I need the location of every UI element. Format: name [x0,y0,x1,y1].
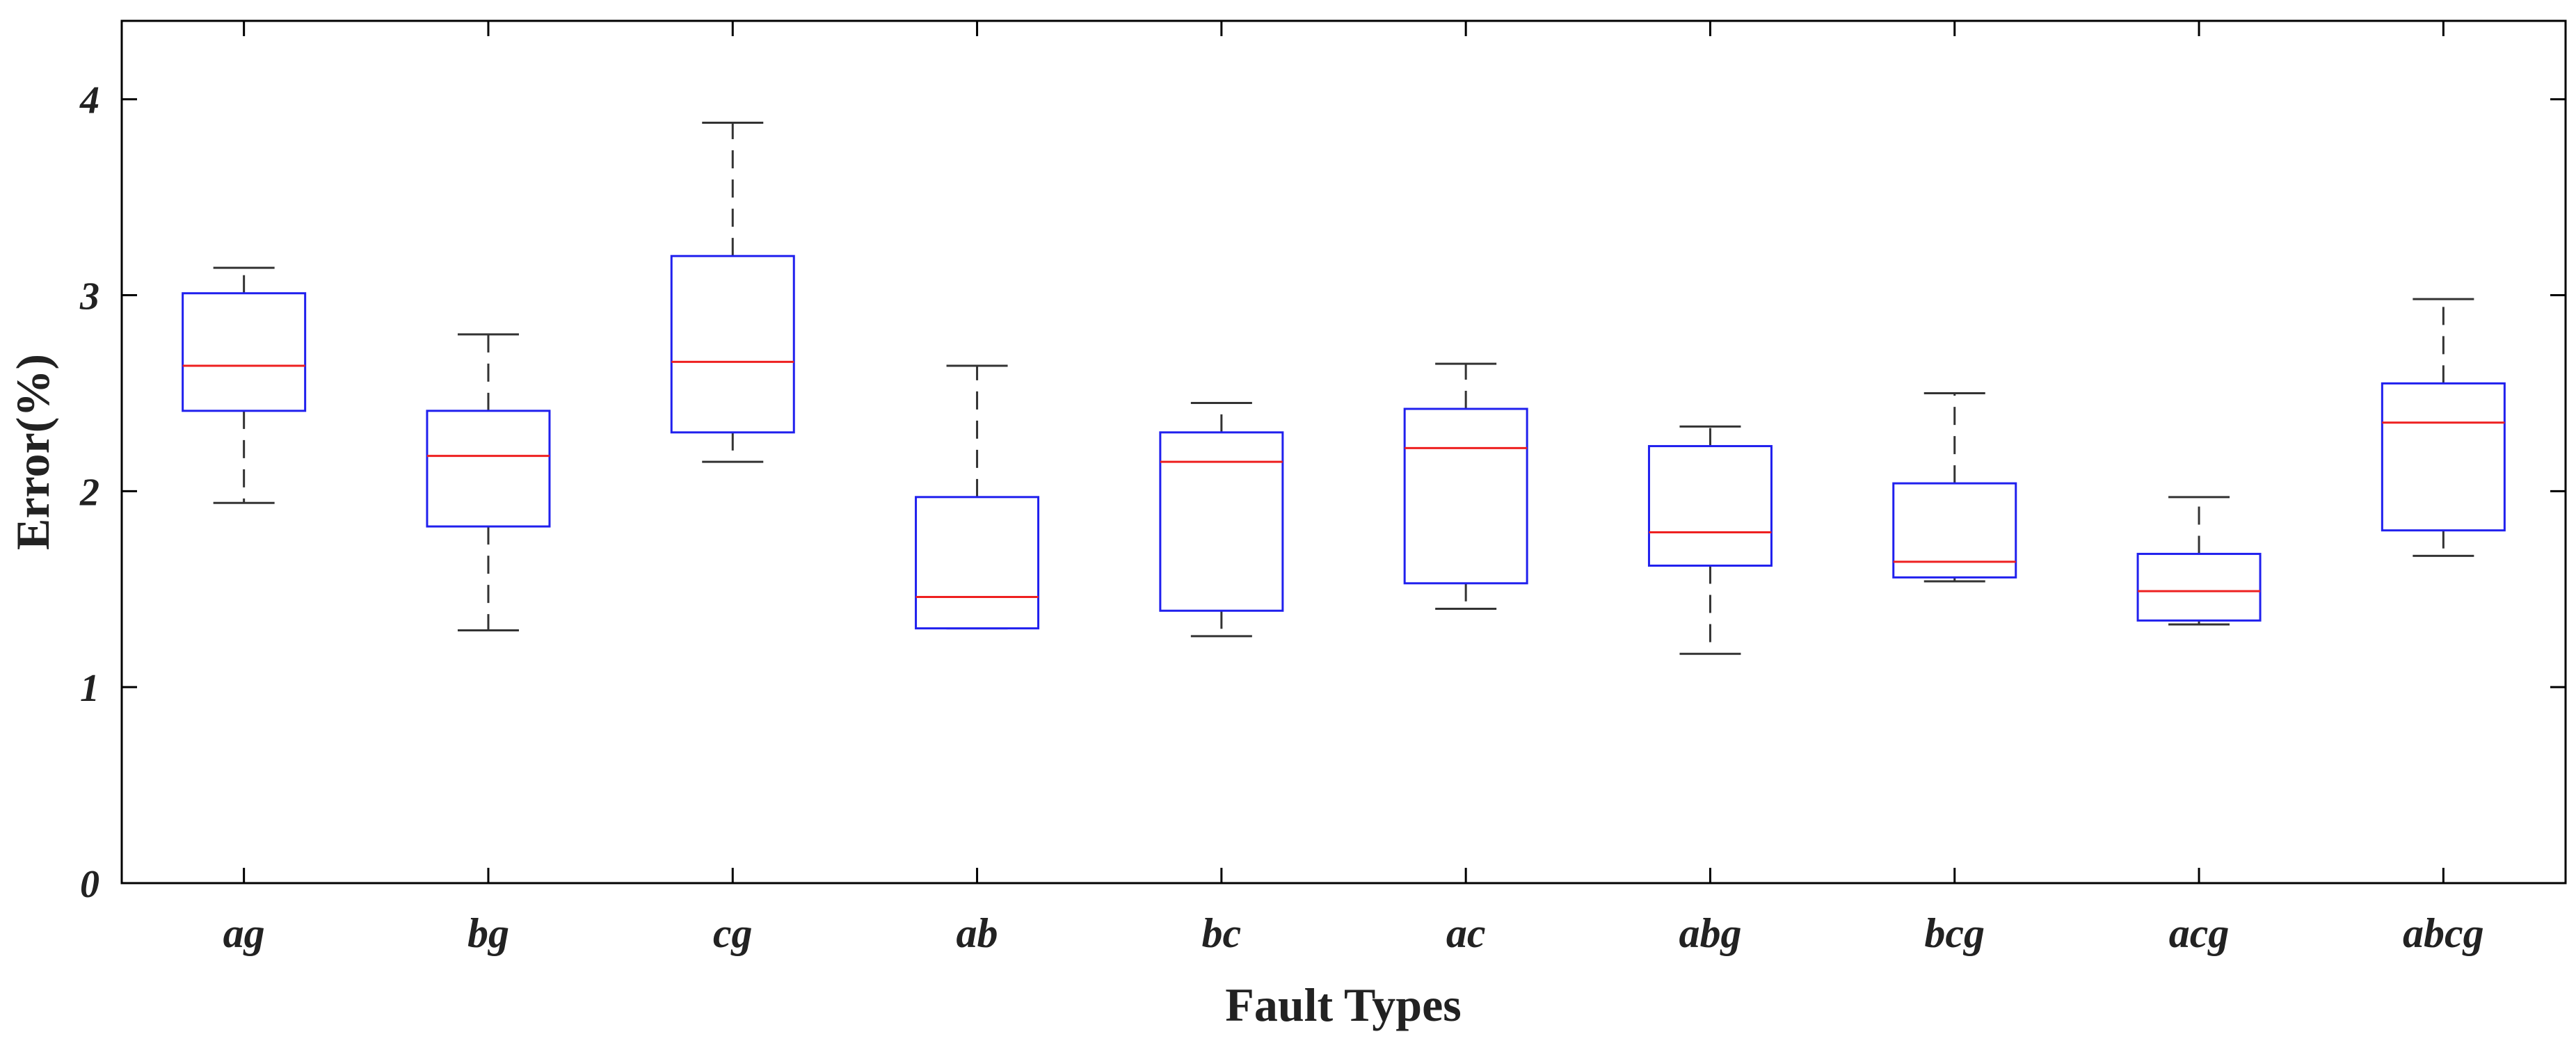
box-acg [2136,496,2262,626]
box-ag [182,266,307,504]
x-tick-label: bg [467,910,509,956]
x-tick-label: acg [2169,910,2230,956]
iqr-box [2136,553,2262,622]
y-tick-label: 4 [79,79,99,122]
x-tick-label: bc [1202,910,1242,956]
box-ab [915,364,1040,630]
x-tick-label: abg [1679,910,1741,956]
box-ac [1403,362,1528,610]
iqr-box [1647,445,1773,567]
x-axis-title: Fault Types [1225,978,1461,1031]
x-tick-label: bcg [1924,910,1985,956]
x-tick-label: ac [1446,910,1486,956]
box-cg [670,122,795,463]
y-tick-label: 1 [80,667,99,710]
box-bg [426,333,551,631]
iqr-box [670,255,795,434]
iqr-box [2381,382,2506,532]
x-axis: ag bg cg ab bc ac abg bcg acg abcg [223,21,2484,956]
iqr-box [915,496,1040,630]
iqr-box [1403,407,1528,585]
box-bc [1159,402,1284,638]
x-tick-label: cg [713,910,753,956]
y-tick-label: 0 [80,863,99,906]
iqr-box [182,292,307,412]
box-bcg [1892,391,2017,583]
x-tick-label: abcg [2403,910,2484,956]
plot-frame [120,19,2567,885]
box-abg [1647,425,1773,655]
y-axis: 0 1 2 3 4 [79,79,2566,906]
boxes-layer [182,122,2506,655]
y-tick-label: 2 [79,471,99,514]
y-tick-label: 3 [79,275,99,318]
x-tick-label: ag [223,910,265,956]
box-abcg [2381,298,2506,557]
iqr-box [1159,431,1284,612]
iqr-box [1892,482,2017,579]
iqr-box [426,410,551,528]
x-tick-label: ab [957,910,998,956]
y-axis-title: Error(%) [6,354,59,550]
